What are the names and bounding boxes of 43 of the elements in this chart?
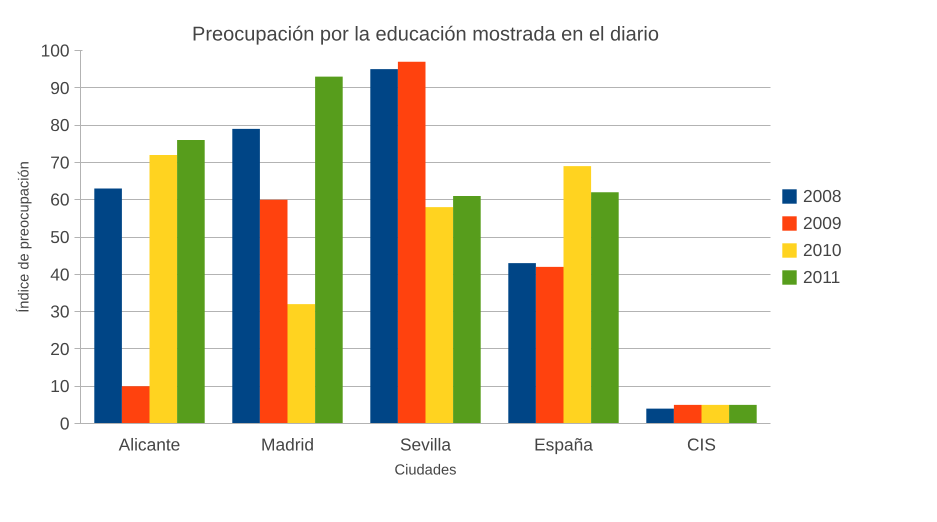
bar	[370, 69, 398, 424]
bar	[288, 304, 316, 424]
bar	[702, 404, 730, 424]
x-tick-label: Sevilla	[400, 434, 452, 454]
y-tick-label: 90	[50, 78, 70, 98]
x-tick-label: CIS	[687, 434, 716, 454]
y-tick-label: 100	[40, 40, 70, 60]
bar	[426, 207, 454, 424]
x-tick-label: Alicante	[118, 434, 180, 454]
y-tick-label: 0	[60, 414, 70, 434]
y-tick-label: 80	[50, 115, 70, 136]
bar	[564, 166, 592, 424]
y-tick-label: 60	[50, 190, 70, 210]
bar	[122, 386, 150, 424]
y-tick-label: 50	[50, 227, 70, 247]
y-axis-title: Índice de preocupación	[16, 161, 33, 313]
legend-label: 2009	[803, 212, 842, 234]
bar	[177, 140, 205, 424]
bar	[508, 263, 536, 424]
bar	[536, 266, 564, 424]
legend-label: 2008	[803, 186, 842, 206]
legend-label: 2011	[803, 266, 840, 288]
bar	[94, 188, 122, 424]
bar	[646, 408, 674, 424]
x-tick-label: España	[534, 434, 594, 454]
y-tick-label: 40	[50, 264, 70, 284]
y-tick-label: 30	[50, 302, 70, 322]
x-tick-label: Madrid	[261, 434, 314, 454]
bar	[150, 154, 178, 424]
y-tick-label: 70	[50, 152, 70, 172]
y-tick-label: 20	[50, 338, 70, 359]
bar	[453, 196, 481, 424]
y-tick-label: 10	[50, 376, 70, 396]
bar	[315, 76, 343, 424]
bar	[398, 62, 426, 424]
legend-label: 2010	[803, 240, 842, 260]
bar	[232, 128, 260, 424]
bar	[674, 404, 702, 424]
chart-title: Preocupación por la educación mostrada en el diario	[192, 24, 659, 46]
x-axis-title: Ciudades	[394, 462, 456, 478]
bar	[260, 200, 288, 424]
bar	[729, 404, 757, 424]
bar	[591, 192, 619, 424]
